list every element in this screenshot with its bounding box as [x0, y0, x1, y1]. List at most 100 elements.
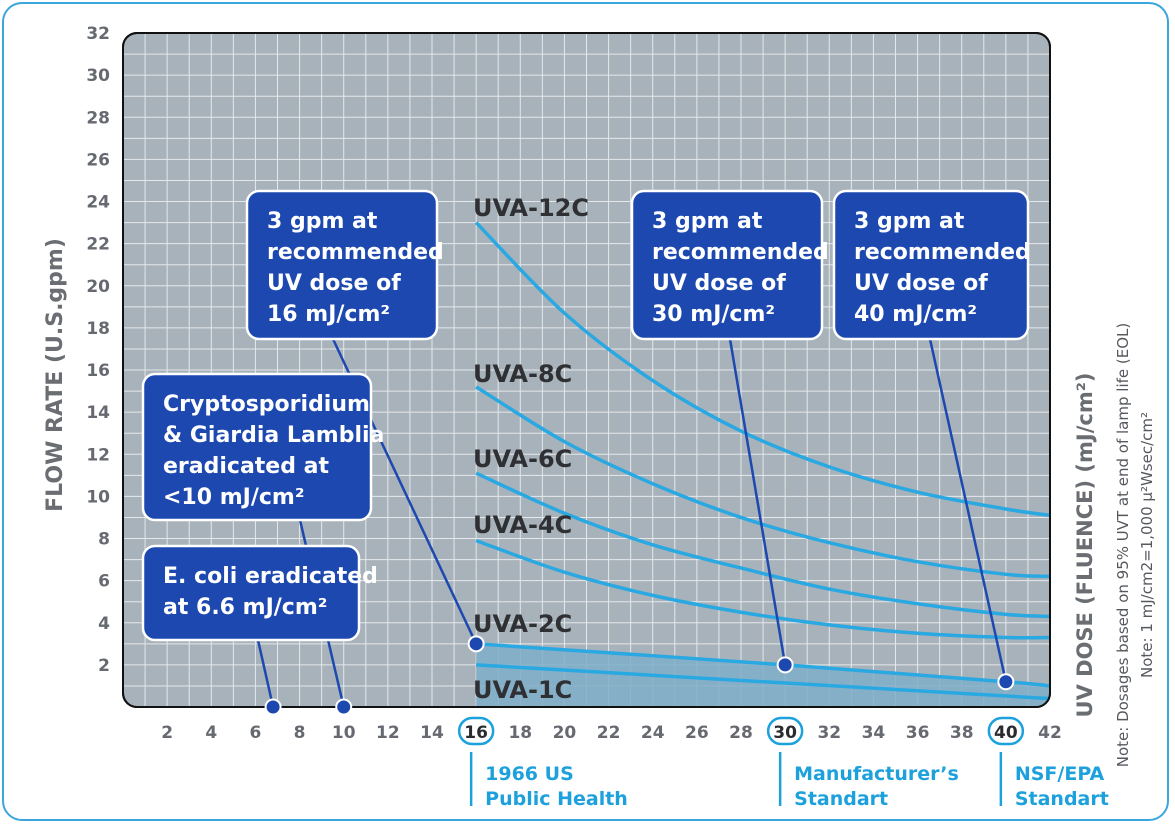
callout-40-dose-line: UV dose of	[854, 271, 988, 296]
y-tick-label: 32	[86, 24, 110, 44]
note-eol: Note: Dosages based on 95% UVT at end of…	[1114, 323, 1132, 768]
callout-cryptosporidium-line: Cryptosporidium	[163, 392, 370, 417]
callout-ecoli: E. coli eradicated at 6.6 mJ/cm²	[141, 544, 378, 642]
series-line-uva-1c	[476, 663, 1050, 701]
series-line-uva-8c	[475, 385, 1050, 579]
y-tick-label: 10	[86, 487, 110, 507]
x-tick-label: 8	[294, 723, 306, 743]
x-tick-label: 30	[773, 723, 797, 743]
callout-16-dose: 3 gpm at recommended UV dose of 16 mJ/cm²	[245, 189, 444, 341]
x-tick-label: 16	[464, 723, 488, 743]
data-points	[264, 635, 1015, 716]
series-labels: UVA-12C UVA-8C UVA-6C UVA-4C UVA-2C UVA-1C	[473, 194, 589, 704]
callout-cryptosporidium: Cryptosporidium & Giardia Lamblia eradicat…	[141, 372, 384, 522]
callout-cryptosporidium-line: <10 mJ/cm²	[163, 485, 304, 510]
x-tick-highlight	[987, 716, 1025, 746]
x-tick-label: 20	[553, 723, 577, 743]
x-tick-label: 28	[729, 723, 753, 743]
y-tick-label: 2	[98, 656, 110, 676]
x-tick-label: 4	[205, 723, 217, 743]
note-units: Note: 1 mJ/cm2=1,000 µ²Wsec/cm²	[1138, 412, 1156, 678]
callout-ecoli-box	[141, 544, 361, 642]
standard-3: NSF/EPA Standart	[999, 752, 1109, 810]
callout-ecoli-leader	[256, 639, 275, 708]
x-tick-label: 36	[906, 723, 930, 743]
callout-16-dose-line: 3 gpm at	[267, 209, 378, 234]
data-point	[467, 635, 485, 653]
standard-label: 1966 US	[485, 763, 574, 785]
x-tick-label: 14	[420, 723, 444, 743]
standard-label: NSF/EPA	[1015, 763, 1105, 785]
x-tick-highlight	[457, 716, 495, 746]
standard-label: Standart	[1015, 788, 1109, 810]
y-tick-label: 4	[98, 614, 110, 634]
y-tick-label: 22	[86, 235, 110, 255]
series-label-uva-8c: UVA-8C	[473, 360, 572, 388]
standard-label: Standart	[794, 788, 888, 810]
y-tick-label: 24	[86, 193, 110, 213]
series-line-uva-12c	[474, 221, 1050, 518]
callout-30-dose-leader	[728, 338, 787, 666]
callout-cryptosporidium-line: & Giardia Lamblia	[163, 423, 384, 448]
y-tick-label: 26	[86, 150, 110, 170]
standard-1: 1966 US Public Health	[469, 752, 628, 810]
x-tick-label: 18	[508, 723, 532, 743]
y-axis-title: FLOW RATE (U.S.gpm)	[43, 238, 68, 512]
series-label-uva-4c: UVA-4C	[473, 511, 572, 539]
data-point	[335, 698, 353, 716]
y-tick-label: 30	[86, 66, 110, 86]
x-tick-label: 6	[250, 723, 262, 743]
y-tick-label: 14	[86, 403, 110, 423]
callout-16-dose-box	[245, 189, 439, 341]
callout-40-dose-line: recommended	[854, 240, 1031, 265]
callout-16-dose-line: recommended	[267, 240, 444, 265]
standard-labels: 1966 US Public Health Manufacturer’s Standa…	[469, 752, 1109, 810]
callout-40-dose-line: 40 mJ/cm²	[854, 302, 977, 327]
series-label-uva-1c: UVA-1C	[473, 676, 572, 704]
x-tick-label: 12	[376, 723, 400, 743]
data-point	[264, 698, 282, 716]
callout-30-dose-box	[630, 189, 824, 341]
data-point	[997, 673, 1015, 691]
x-tick-label: 32	[817, 723, 841, 743]
callout-30-dose: 3 gpm at recommended UV dose of 30 mJ/cm²	[630, 189, 829, 341]
x-axis-title: UV DOSE (FLUENCE) (mJ/cm²)	[1073, 373, 1097, 718]
x-tick-label: 2	[161, 723, 173, 743]
x-tick-label: 34	[862, 723, 886, 743]
data-point	[776, 656, 794, 674]
y-tick-label: 18	[86, 319, 110, 339]
callout-30-dose-line: 3 gpm at	[652, 209, 763, 234]
callout-30-dose-line: recommended	[652, 240, 829, 265]
x-tick-label: 38	[950, 723, 974, 743]
y-tick-label: 6	[98, 572, 110, 592]
y-tick-label: 28	[86, 108, 110, 128]
x-tick-label: 42	[1038, 723, 1062, 743]
callout-cryptosporidium-box	[141, 372, 373, 522]
standard-label: Public Health	[485, 788, 628, 810]
series-line-uva-6c	[475, 471, 1050, 619]
y-tick-label: 20	[86, 277, 110, 297]
x-tick-labels: 2 4 6 8 10 12 14 16 18 20 22 24 26 28 30 32 34 36 38 40 42	[161, 716, 1062, 746]
callout-cryptosporidium-line: eradicated at	[163, 454, 329, 479]
callout-ecoli-line: E. coli eradicated	[163, 564, 378, 589]
callout-30-dose-line: UV dose of	[652, 271, 786, 296]
callout-30-dose-line: 30 mJ/cm²	[652, 302, 775, 327]
callout-16-dose-line: 16 mJ/cm²	[267, 302, 390, 327]
series-label-uva-6c: UVA-6C	[473, 445, 572, 473]
callout-16-dose-line: UV dose of	[267, 271, 401, 296]
x-tick-label: 10	[332, 723, 356, 743]
x-tick-label: 24	[641, 723, 665, 743]
callout-40-dose-box	[832, 189, 1030, 341]
callout-40-dose-line: 3 gpm at	[854, 209, 965, 234]
series-label-uva-12c: UVA-12C	[473, 194, 589, 222]
y-tick-label: 16	[86, 361, 110, 381]
standard-label: Manufacturer’s	[794, 763, 959, 785]
y-tick-label: 12	[86, 445, 110, 465]
callout-ecoli-line: at 6.6 mJ/cm²	[163, 595, 327, 620]
x-tick-highlight	[766, 716, 804, 746]
x-tick-label: 26	[685, 723, 709, 743]
